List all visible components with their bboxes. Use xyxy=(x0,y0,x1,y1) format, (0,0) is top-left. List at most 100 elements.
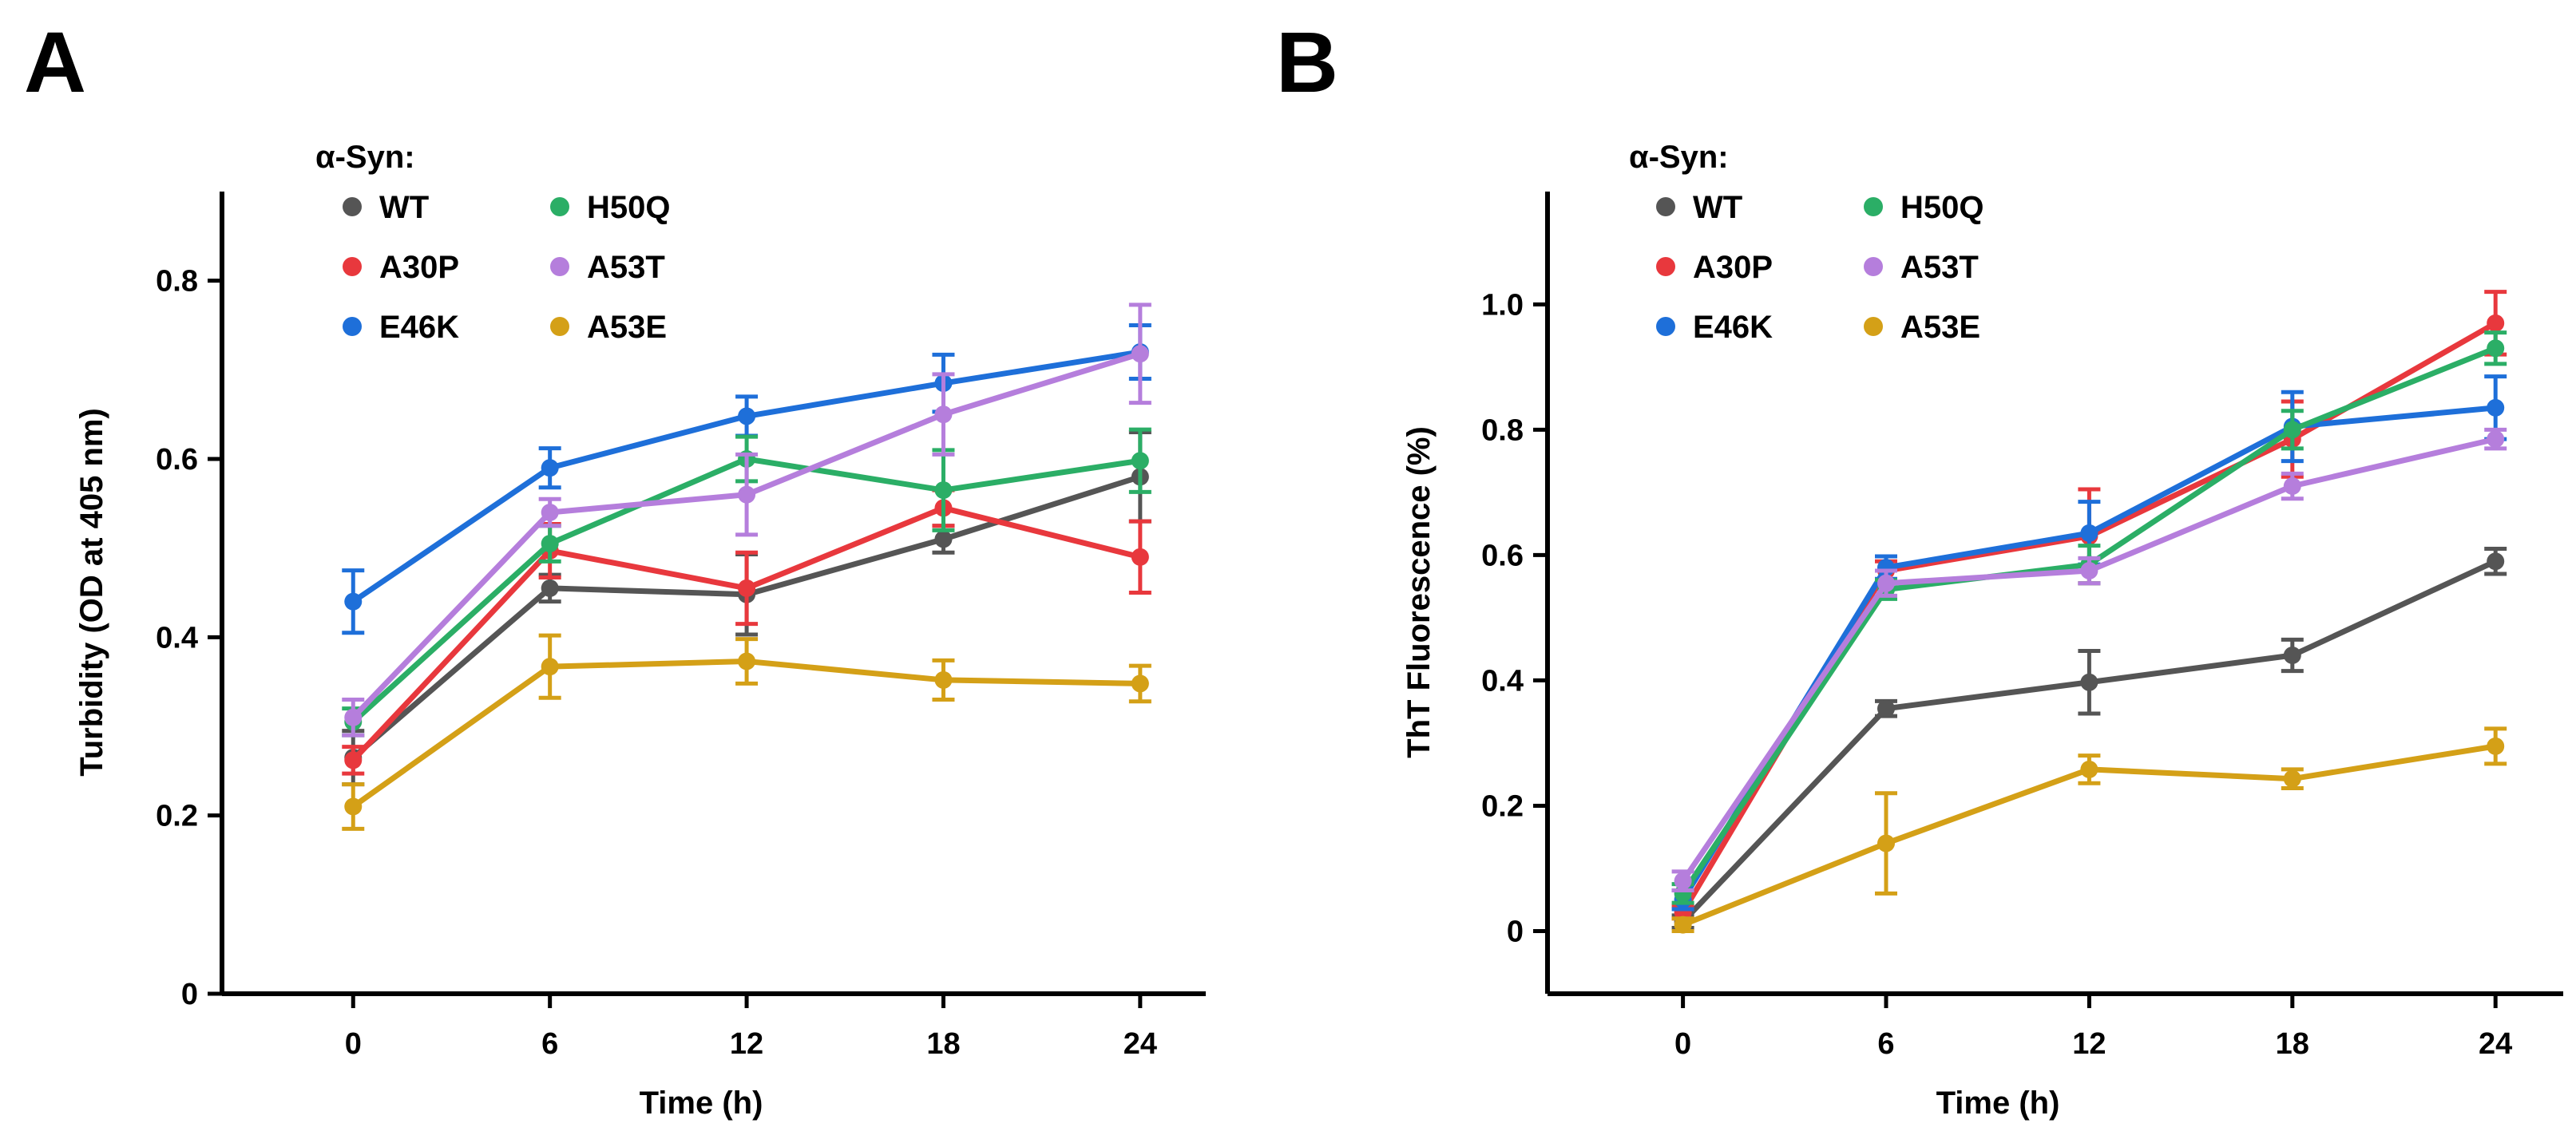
legend-marker xyxy=(343,257,362,276)
legend-marker xyxy=(1864,317,1883,336)
data-point xyxy=(541,579,559,597)
y-tick-label: 0 xyxy=(1507,915,1524,948)
data-point xyxy=(934,405,953,424)
x-tick-label: 24 xyxy=(2479,1027,2512,1061)
data-point xyxy=(934,481,953,500)
legend-marker xyxy=(1864,257,1883,276)
y-tick-label: 0.8 xyxy=(156,265,198,299)
data-point xyxy=(2283,769,2301,788)
chart-panel-B: B 0 0.2 0.4 0.6 0.8 1.0 0 6 12 18 24 Time (h) ThT Flu… xyxy=(1276,14,2563,1121)
data-point xyxy=(344,797,363,816)
legend-label: A53E xyxy=(1900,310,1980,345)
x-tick-label: 18 xyxy=(2276,1027,2309,1061)
data-point xyxy=(2487,339,2505,358)
data-point xyxy=(344,708,363,726)
legend-marker xyxy=(343,197,362,216)
data-point xyxy=(541,535,559,553)
data-point xyxy=(344,751,363,769)
data-point xyxy=(541,504,559,521)
legend-marker xyxy=(1656,257,1675,276)
x-axis-title: Time (h) xyxy=(1936,1086,2060,1121)
data-point xyxy=(2080,760,2098,778)
series-a30p xyxy=(1671,290,2507,921)
legend: α-Syn: WT A30P E46K H50Q A53T A53E xyxy=(315,140,671,345)
data-point xyxy=(541,459,559,477)
legend-marker xyxy=(550,197,569,216)
series-a53e xyxy=(1671,726,2507,934)
data-point xyxy=(1674,916,1692,934)
legend-marker xyxy=(550,257,569,276)
x-tick-label: 6 xyxy=(1877,1027,1894,1061)
series-a53t xyxy=(342,303,1151,738)
panel-letter: A xyxy=(24,14,86,110)
data-point xyxy=(1877,834,1895,852)
legend-label: E46K xyxy=(379,310,459,345)
x-tick-label: 6 xyxy=(541,1027,558,1061)
y-tick-label: 0.4 xyxy=(156,621,198,655)
series-line xyxy=(1680,346,2497,896)
legend: α-Syn: WT A30P E46K H50Q A53T A53E xyxy=(1629,140,1984,345)
y-tick-label: 1.0 xyxy=(1481,288,1524,322)
data-point xyxy=(541,658,559,676)
legend-label: WT xyxy=(1693,190,1742,225)
legend-marker xyxy=(550,317,569,336)
data-point xyxy=(934,530,953,548)
legend-label: H50Q xyxy=(587,190,671,225)
data-point xyxy=(1877,699,1895,718)
chart-panel-A: A 0 0.2 0.4 0.6 0.8 0 6 12 18 24 Time (h) Turbidity … xyxy=(24,14,1206,1121)
x-axis-title: Time (h) xyxy=(640,1086,763,1121)
y-tick-label: 0.8 xyxy=(1481,413,1524,447)
data-point xyxy=(738,485,756,504)
legend-marker xyxy=(1656,317,1675,336)
data-point xyxy=(344,592,363,611)
legend-title: α-Syn: xyxy=(315,140,415,175)
y-tick-label: 0.6 xyxy=(156,443,198,477)
x-tick-label: 0 xyxy=(345,1027,362,1061)
legend-label: A53T xyxy=(1900,250,1979,285)
data-point xyxy=(2487,314,2505,332)
legend-label: A53E xyxy=(587,310,667,345)
data-point xyxy=(2080,562,2098,580)
data-point xyxy=(2283,421,2301,439)
legend-marker xyxy=(1864,197,1883,216)
data-point xyxy=(1674,872,1692,890)
legend-label: H50Q xyxy=(1900,190,1984,225)
data-point xyxy=(2487,552,2505,571)
data-point xyxy=(738,652,756,670)
data-point xyxy=(2487,430,2505,449)
legend-label: E46K xyxy=(1693,310,1773,345)
y-axis-title: Turbidity (OD at 405 nm) xyxy=(74,408,109,777)
legend-marker xyxy=(343,317,362,336)
y-axis-title: ThT Fluorescence (%) xyxy=(1401,426,1437,758)
series-a53t xyxy=(1671,427,2507,892)
series-e46k xyxy=(1671,374,2507,912)
data-point xyxy=(2487,398,2505,417)
x-tick-label: 18 xyxy=(926,1027,960,1061)
series-wt xyxy=(1671,547,2507,931)
series-line xyxy=(1681,559,2497,924)
data-point xyxy=(1131,345,1149,363)
y-tick-label: 0.2 xyxy=(1481,789,1524,823)
legend-label: A53T xyxy=(587,250,665,285)
data-point xyxy=(2283,647,2301,665)
data-point xyxy=(1877,574,1895,592)
data-point xyxy=(2080,673,2098,691)
legend-label: A30P xyxy=(1693,250,1773,285)
y-tick-label: 0.6 xyxy=(1481,539,1524,572)
data-point xyxy=(1131,674,1149,693)
x-tick-label: 12 xyxy=(2072,1027,2106,1061)
x-tick-label: 0 xyxy=(1674,1027,1691,1061)
series-a53e xyxy=(342,633,1151,831)
y-tick-label: 0.2 xyxy=(156,800,198,833)
data-point xyxy=(738,579,756,597)
y-tick-label: 0 xyxy=(181,978,198,1011)
data-point xyxy=(1131,548,1149,566)
data-point xyxy=(2080,524,2098,542)
data-point xyxy=(738,407,756,425)
x-tick-label: 24 xyxy=(1124,1027,1157,1061)
panel-letter: B xyxy=(1276,14,1338,110)
y-tick-label: 0.4 xyxy=(1481,664,1524,698)
data-point xyxy=(2283,477,2301,496)
data-point xyxy=(1131,452,1149,470)
